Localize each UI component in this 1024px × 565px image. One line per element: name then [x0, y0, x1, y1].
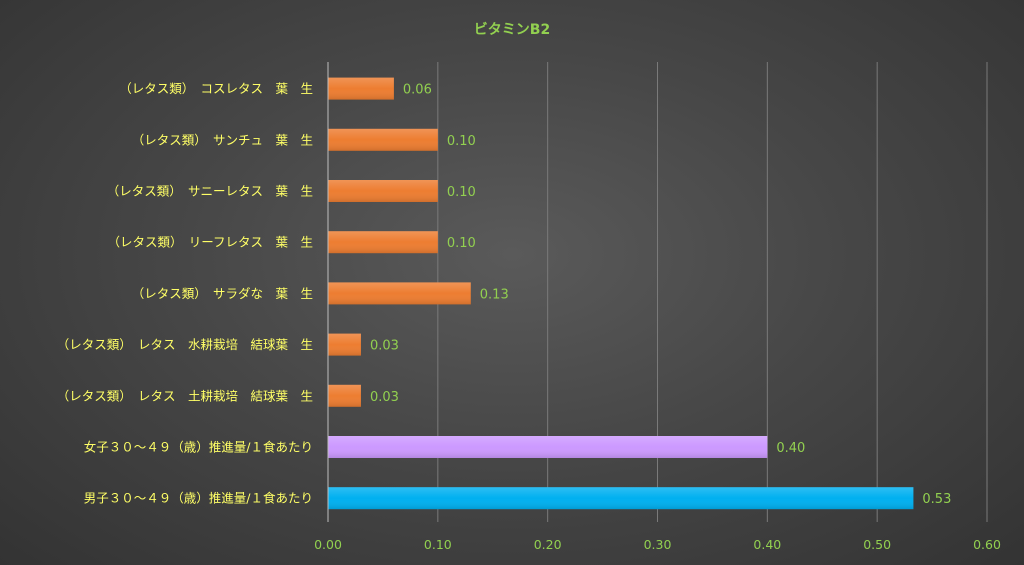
- x-tick-label: 0.50: [863, 537, 891, 552]
- bar: [328, 77, 394, 100]
- category-label: （レタス類） サニーレタス 葉 生: [107, 184, 313, 199]
- data-label: 0.03: [370, 390, 399, 405]
- bar-shine: [328, 77, 394, 100]
- category-label: （レタス類） レタス 土耕栽培 結球葉 生: [57, 388, 313, 403]
- x-tick-labels: 0.00 0.10 0.20 0.30 0.40 0.50 0.60: [314, 537, 1001, 552]
- data-label: 0.10: [447, 236, 476, 251]
- category-label: （レタス類） リーフレタス 葉 生: [107, 235, 313, 250]
- bar: [328, 180, 438, 202]
- category-labels: （レタス類） コスレタス 葉 生 （レタス類） サンチュ 葉 生 （レタス類） サニ…: [57, 81, 313, 506]
- bar-shine: [328, 180, 438, 202]
- category-label: 男子３０～４９（歳）推進量/１食あたり: [84, 491, 313, 506]
- bars: [328, 77, 914, 510]
- category-label: （レタス類） レタス 水耕栽培 結球葉 生: [57, 337, 313, 352]
- category-label: （レタス類） コスレタス 葉 生: [119, 81, 313, 96]
- bar: [328, 231, 438, 254]
- bar-shine: [328, 333, 361, 356]
- category-label: （レタス類） サラダな 葉 生: [132, 286, 313, 301]
- data-label: 0.10: [447, 185, 476, 200]
- bar-shine: [328, 487, 914, 510]
- bar: [328, 487, 914, 510]
- x-tick-label: 0.60: [973, 537, 1001, 552]
- data-label: 0.13: [480, 287, 509, 302]
- category-label: （レタス類） サンチュ 葉 生: [132, 132, 313, 147]
- bar: [328, 333, 361, 356]
- x-tick-label: 0.30: [644, 537, 672, 552]
- x-tick-label: 0.10: [424, 537, 452, 552]
- data-label: 0.10: [447, 134, 476, 149]
- bar-shine: [328, 436, 768, 458]
- bar: [328, 436, 768, 458]
- data-label: 0.06: [403, 83, 432, 98]
- bar: [328, 384, 361, 407]
- x-tick-label: 0.00: [314, 537, 342, 552]
- bar: [328, 128, 438, 151]
- category-label: 女子３０～４９（歳）推進量/１食あたり: [84, 440, 313, 455]
- data-label: 0.03: [370, 339, 399, 354]
- bar-shine: [328, 384, 361, 407]
- data-labels: 0.06 0.10 0.10 0.10 0.13 0.03 0.03 0.40 0.53: [370, 83, 951, 508]
- bar: [328, 282, 471, 305]
- bar-shine: [328, 282, 471, 305]
- bar-shine: [328, 231, 438, 254]
- bar-shine: [328, 128, 438, 151]
- data-label: 0.40: [776, 441, 805, 456]
- x-tick-label: 0.40: [753, 537, 781, 552]
- data-label: 0.53: [922, 492, 951, 507]
- chart-title: ビタミンB2: [474, 22, 550, 38]
- x-tick-label: 0.20: [534, 537, 562, 552]
